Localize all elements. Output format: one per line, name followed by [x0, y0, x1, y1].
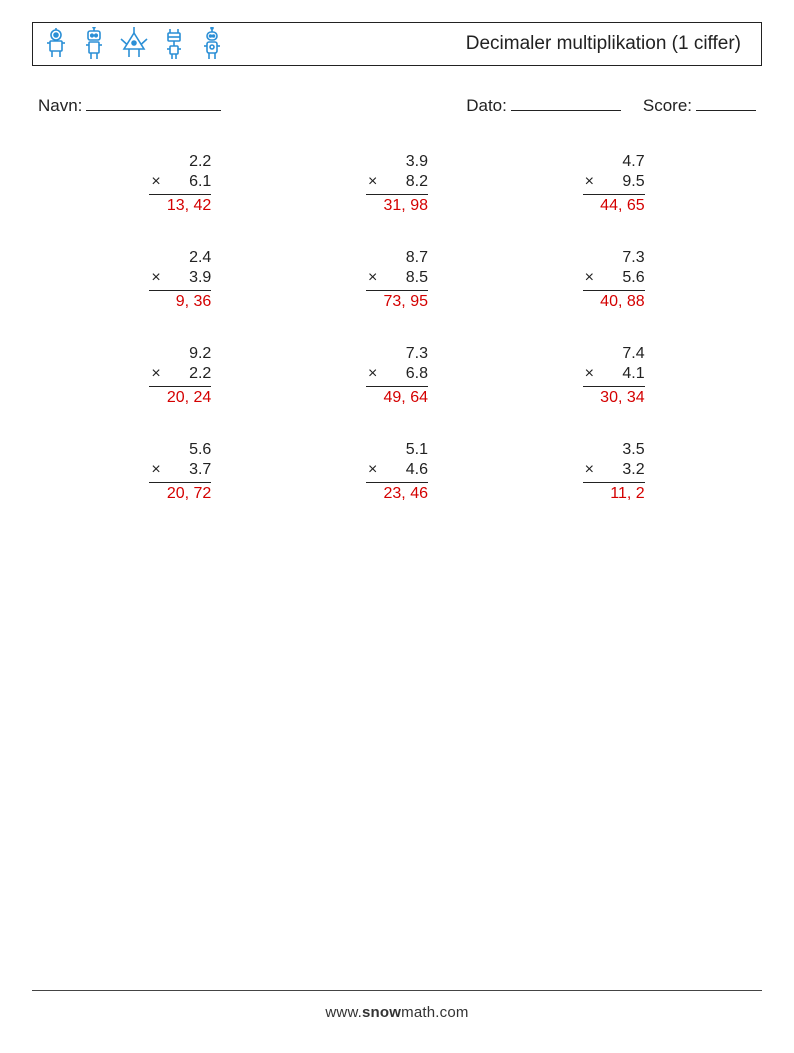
answer: 23, 46	[366, 483, 428, 504]
operand-b-row: × 3.7	[149, 460, 211, 480]
operand-a: 2.2	[149, 152, 211, 172]
robot-icon	[41, 27, 71, 61]
robot-icon	[159, 27, 189, 61]
operator: ×	[366, 364, 377, 384]
operand-b-row: × 9.5	[583, 172, 645, 192]
operand-b: 3.2	[622, 460, 644, 480]
operator: ×	[366, 268, 377, 288]
answer: 40, 88	[583, 291, 645, 312]
operator: ×	[366, 172, 377, 192]
operand-b: 4.1	[622, 364, 644, 384]
robot-icon	[197, 27, 227, 61]
operand-a: 2.4	[149, 248, 211, 268]
footer: www.snowmath.com	[0, 1004, 794, 1021]
operand-a: 7.3	[583, 248, 645, 268]
answer: 20, 24	[149, 387, 211, 408]
operand-b: 5.6	[622, 268, 644, 288]
score-blank[interactable]	[696, 92, 756, 111]
date-label: Dato:	[466, 96, 507, 116]
answer: 31, 98	[366, 195, 428, 216]
date-blank[interactable]	[511, 92, 621, 111]
operator: ×	[149, 460, 160, 480]
operand-a: 3.5	[583, 440, 645, 460]
operand-b: 8.5	[406, 268, 428, 288]
problem: 9.2× 2.2 20, 24	[72, 344, 289, 408]
answer: 44, 65	[583, 195, 645, 216]
operand-b-row: × 6.1	[149, 172, 211, 192]
answer: 9, 36	[149, 291, 211, 312]
footer-brand-bold: snow	[362, 1004, 401, 1021]
problem: 5.6× 3.7 20, 72	[72, 440, 289, 504]
problem: 2.4× 3.9 9, 36	[72, 248, 289, 312]
operand-a: 7.3	[366, 344, 428, 364]
name-blank[interactable]	[86, 92, 221, 111]
operand-a: 9.2	[149, 344, 211, 364]
operand-b-row: × 4.6	[366, 460, 428, 480]
footer-brand-rest: math.com	[401, 1004, 468, 1021]
operand-b: 6.1	[189, 172, 211, 192]
operator: ×	[583, 172, 594, 192]
problem: 8.7× 8.5 73, 95	[289, 248, 506, 312]
robot-icons	[41, 27, 227, 61]
operand-a: 4.7	[583, 152, 645, 172]
operator: ×	[583, 460, 594, 480]
operand-b-row: × 6.8	[366, 364, 428, 384]
operand-b: 2.2	[189, 364, 211, 384]
name-label: Navn:	[38, 96, 82, 116]
operand-b-row: × 3.9	[149, 268, 211, 288]
problem: 7.3× 6.8 49, 64	[289, 344, 506, 408]
operand-a: 8.7	[366, 248, 428, 268]
operator: ×	[149, 268, 160, 288]
operand-b: 3.9	[189, 268, 211, 288]
answer: 30, 34	[583, 387, 645, 408]
robot-icon	[117, 27, 151, 61]
problem: 7.4× 4.1 30, 34	[505, 344, 722, 408]
answer: 13, 42	[149, 195, 211, 216]
operand-a: 7.4	[583, 344, 645, 364]
operand-b: 8.2	[406, 172, 428, 192]
operand-b-row: × 3.2	[583, 460, 645, 480]
operand-a: 5.1	[366, 440, 428, 460]
operator: ×	[149, 364, 160, 384]
answer: 49, 64	[366, 387, 428, 408]
footer-prefix: www.	[325, 1004, 362, 1021]
operator: ×	[583, 364, 594, 384]
operand-a: 5.6	[149, 440, 211, 460]
answer: 20, 72	[149, 483, 211, 504]
operator: ×	[149, 172, 160, 192]
problems-grid: 2.2×6.113, 423.9×8.231, 984.7×9.544, 652…	[32, 152, 762, 504]
score-label: Score:	[643, 96, 692, 116]
problem: 7.3× 5.6 40, 88	[505, 248, 722, 312]
operand-b-row: × 8.5	[366, 268, 428, 288]
footer-rule	[32, 990, 762, 991]
operand-b-row: × 8.2	[366, 172, 428, 192]
operator: ×	[583, 268, 594, 288]
robot-icon	[79, 27, 109, 61]
problem: 2.2× 6.1 13, 42	[72, 152, 289, 216]
operand-a: 3.9	[366, 152, 428, 172]
operand-b-row: × 5.6	[583, 268, 645, 288]
operand-b-row: × 2.2	[149, 364, 211, 384]
operand-b: 3.7	[189, 460, 211, 480]
worksheet-header: Decimaler multiplikation (1 ciffer)	[32, 22, 762, 66]
meta-row: Navn: Dato: Score:	[38, 92, 756, 116]
operand-b: 9.5	[622, 172, 644, 192]
problem: 3.9× 8.2 31, 98	[289, 152, 506, 216]
operator: ×	[366, 460, 377, 480]
operand-b: 6.8	[406, 364, 428, 384]
worksheet-title: Decimaler multiplikation (1 ciffer)	[466, 33, 747, 55]
problem: 3.5× 3.2 11, 2	[505, 440, 722, 504]
operand-b: 4.6	[406, 460, 428, 480]
operand-b-row: × 4.1	[583, 364, 645, 384]
problem: 4.7× 9.5 44, 65	[505, 152, 722, 216]
answer: 73, 95	[366, 291, 428, 312]
problem: 5.1× 4.6 23, 46	[289, 440, 506, 504]
answer: 11, 2	[583, 483, 645, 504]
